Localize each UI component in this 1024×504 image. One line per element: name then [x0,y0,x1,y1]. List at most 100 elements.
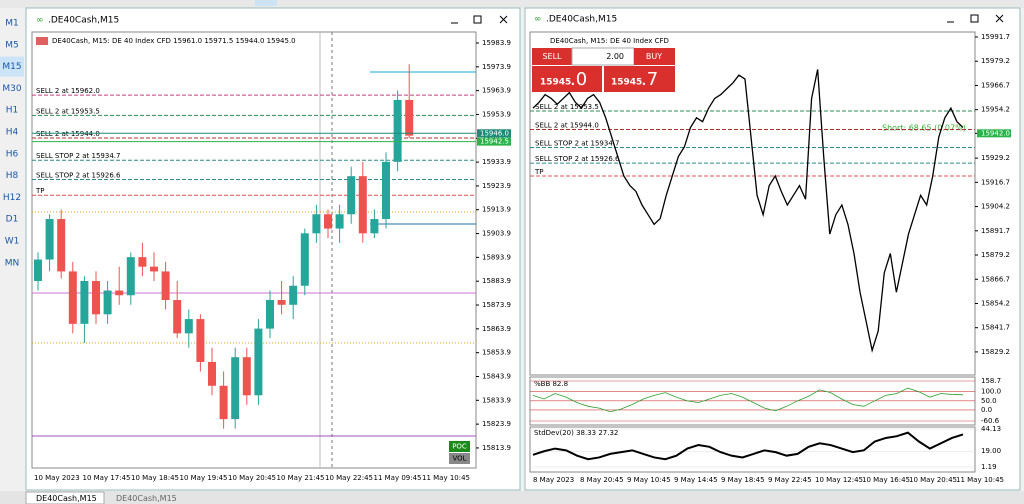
y-tick-label: 15991.7 [981,33,1010,41]
y-tick-label: 1.19 [981,463,997,471]
x-tick-label: 10 May 12:45 [815,476,863,484]
price-label-box [977,129,1011,138]
order-label: TP [35,187,45,195]
candle-body [138,257,147,267]
maximize-button[interactable] [970,14,979,23]
volume-value[interactable]: 2.00 [606,52,624,61]
toolbar [0,0,1024,8]
bid-small[interactable]: .0 [570,69,587,90]
timeframe-active[interactable] [0,56,24,77]
x-tick-label: 11 May 10:45 [956,476,1004,484]
candle-body [335,214,344,229]
x-tick-label: 10 May 2023 [34,474,80,482]
price-label: 15946.0 [480,129,509,137]
buy-label[interactable]: BUY [646,52,662,61]
candle-body [57,219,66,272]
timeframe-button[interactable]: H12 [3,193,21,203]
timeframe-button[interactable]: M1 [5,19,19,29]
x-tick-label: 9 May 14:45 [674,476,718,484]
timeframe-button[interactable]: M30 [2,84,21,94]
y-tick-label: 15942.0 [981,129,1010,137]
candle-body [324,214,332,229]
timeframe-button[interactable]: D1 [6,215,19,225]
candle-body [242,357,251,396]
x-tick-label: 8 May 20:45 [580,476,624,484]
price-label: 15942.5 [480,138,509,146]
y-tick-label: 15979.2 [981,57,1010,65]
candle-body [393,99,402,162]
candle-body [382,161,390,220]
timeframe-button[interactable]: M5 [5,40,19,50]
timeframe-button[interactable]: M15 [2,62,21,72]
candle-body [45,219,54,260]
x-tick-label: 9 May 22:45 [768,476,812,484]
x-tick-label: 10 May 22:45 [325,474,373,482]
timeframe-button[interactable]: H1 [6,106,19,116]
timeframe-button[interactable]: H6 [6,149,19,159]
candle-body [289,285,298,305]
candle-body [405,99,414,136]
poc-label[interactable]: POC [452,443,467,451]
candle-body [277,300,286,305]
price-label-box [477,129,511,138]
x-tick-label: 11 May 09:45 [374,474,422,482]
y-tick-label: 19.00 [981,447,1001,455]
y-tick-label: 15866.7 [981,275,1010,283]
order-label: SELL 2 at 15944.0 [36,130,100,138]
candle-body [80,280,89,324]
bid-big[interactable]: 15945 [540,78,571,88]
tab-label[interactable]: DE40Cash,M15 [116,494,177,503]
candle-body [312,214,321,234]
candle-body [231,357,240,420]
timeframe-button[interactable]: MN [5,258,20,268]
y-tick-label: 15983.9 [482,39,511,47]
y-tick-label: 15953.9 [482,110,511,118]
timeframe-button[interactable]: W1 [5,237,20,247]
chart-header: DE40Cash, M15: DE 40 Index CFD [550,37,669,45]
bid-box[interactable] [532,66,602,92]
toolbar-button[interactable] [255,0,277,6]
y-tick-label: 15929.2 [981,154,1010,162]
vol-button[interactable] [449,453,470,464]
order-label: SELL 2 at 15953.5 [36,107,100,115]
y-tick-label: 15966.7 [981,81,1010,89]
x-tick-label: 9 May 18:45 [721,476,765,484]
ask-big[interactable]: 15945 [611,78,642,88]
candle-body [254,328,263,396]
buy-button[interactable] [634,48,675,65]
volume-field[interactable] [571,47,635,66]
candle-body [300,233,309,286]
y-tick-label: 15829.2 [981,348,1010,356]
timeframe-button[interactable]: H8 [6,171,19,181]
sell-button[interactable] [532,48,572,65]
candle-body [103,290,112,315]
y-tick-label: 15873.9 [482,301,511,309]
close-button[interactable] [995,14,1004,23]
candle-body [184,319,193,334]
y-tick-label: 15963.9 [482,87,511,95]
timeframe-button[interactable]: H4 [6,128,19,138]
y-tick-label: 100.0 [981,388,1001,396]
order-label: SELL STOP 2 at 15934.7 [36,152,120,160]
ask-box[interactable] [604,66,675,92]
y-tick-label: 15841.7 [981,324,1010,332]
y-tick-label: 0.0 [981,406,992,414]
chart-header: DE40Cash, M15: DE 40 Index CFD 15961.0 1… [52,37,296,45]
candle-body [358,176,367,234]
candle-body [161,271,170,301]
close-button[interactable] [499,15,508,24]
tab-active[interactable] [25,491,105,504]
y-tick-label: 15883.9 [482,277,511,285]
poc-button[interactable] [449,441,470,452]
y-tick-label: 15904.2 [981,203,1010,211]
trade-icon[interactable] [36,37,48,45]
y-tick-label: 15833.9 [482,396,511,404]
ask-small[interactable]: .7 [641,69,658,90]
x-tick-label: 11 May 10:45 [422,474,470,482]
tab-label[interactable]: DE40Cash,M15 [36,494,97,503]
sell-label[interactable]: SELL [542,52,562,61]
maximize-button[interactable] [473,15,482,24]
vol-label[interactable]: VOL [452,455,466,463]
left-plot [31,31,477,469]
